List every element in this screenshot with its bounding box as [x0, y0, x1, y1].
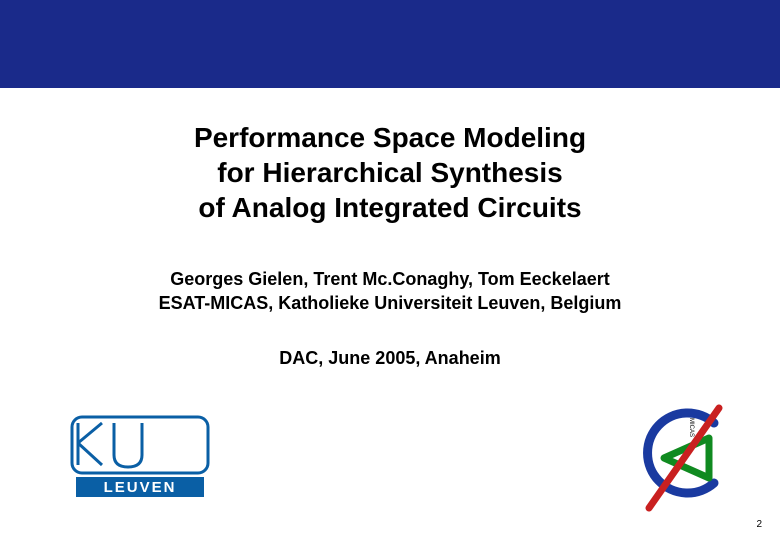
title-line-3: of Analog Integrated Circuits	[0, 190, 780, 225]
corner-graphic-icon: MICAS	[624, 388, 744, 518]
authors-block: Georges Gielen, Trent Mc.Conaghy, Tom Ee…	[0, 267, 780, 316]
ku-leuven-text: LEUVEN	[104, 479, 177, 496]
ku-leuven-logo: LEUVEN	[70, 415, 210, 500]
authors-line: Georges Gielen, Trent Mc.Conaghy, Tom Ee…	[0, 267, 780, 291]
venue-block: DAC, June 2005, Anaheim	[0, 348, 780, 369]
title-line-2: for Hierarchical Synthesis	[0, 155, 780, 190]
page-number: 2	[756, 519, 762, 530]
header-bar	[0, 0, 780, 88]
title-line-1: Performance Space Modeling	[0, 120, 780, 155]
title-block: Performance Space Modeling for Hierarchi…	[0, 120, 780, 225]
venue-text: DAC, June 2005, Anaheim	[279, 348, 500, 368]
affiliation-line: ESAT-MICAS, Katholieke Universiteit Leuv…	[0, 291, 780, 315]
svg-text:MICAS: MICAS	[688, 418, 694, 437]
